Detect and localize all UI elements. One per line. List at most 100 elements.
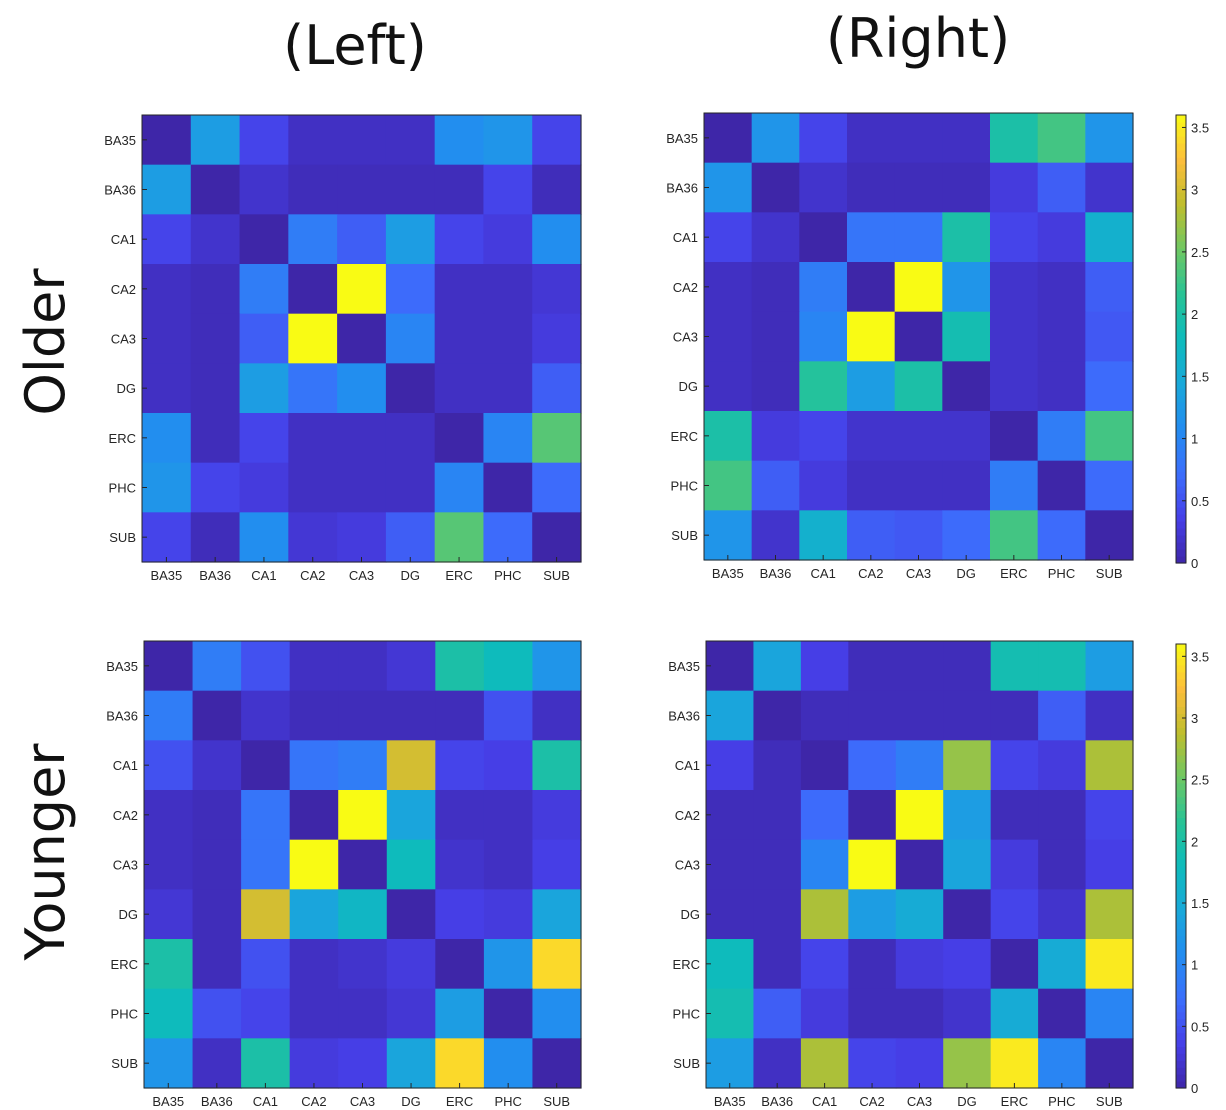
heatmap-cell [144, 1038, 194, 1089]
colorbar-tick-label: 0.5 [1191, 1019, 1209, 1034]
colorbar-segment [1176, 234, 1186, 242]
heatmap-cell [483, 413, 533, 464]
colorbar-segment [1176, 1025, 1186, 1034]
y-tick-label: SUB [671, 528, 698, 543]
heatmap-cell [288, 214, 338, 265]
heatmap-cell [847, 510, 896, 561]
colorbar-segment [1176, 318, 1186, 326]
heatmap-cell [241, 939, 291, 990]
y-tick-label: CA3 [675, 858, 700, 873]
colorbar-segment [1176, 935, 1186, 943]
colorbar-segment [1176, 907, 1186, 916]
heatmap-cell [239, 313, 289, 364]
heatmap-cell [1085, 212, 1134, 263]
colorbar-segment [1176, 796, 1186, 805]
colorbar-tick-label: 0 [1191, 556, 1198, 571]
heatmap-cell [990, 510, 1039, 561]
heatmap-cell [386, 988, 436, 1039]
heatmap-cell [483, 839, 534, 890]
x-tick-label: PHC [494, 568, 521, 583]
heatmap-cell [1085, 262, 1134, 313]
heatmap-cell [1038, 1038, 1087, 1089]
heatmap-cell [289, 790, 339, 841]
x-tick-label: SUB [1096, 1094, 1123, 1109]
colorbar-segment [1176, 283, 1186, 291]
heatmap-cell [942, 460, 991, 511]
heatmap-cell [142, 164, 192, 215]
heatmap-cell [704, 510, 753, 561]
heatmap-cell [990, 460, 1039, 511]
colorbar-segment [1176, 1004, 1186, 1013]
colorbar-segment [1176, 893, 1186, 902]
heatmap-cell [239, 164, 289, 215]
x-tick-label: PHC [1048, 1094, 1075, 1109]
heatmap-cell [895, 1038, 944, 1089]
colorbar-segment [1176, 845, 1186, 853]
heatmap-cell [943, 790, 992, 841]
heatmap-cell [894, 361, 943, 412]
colorbar-segment [1176, 115, 1186, 123]
heatmap-cell [895, 889, 944, 940]
heatmap-cell [142, 214, 192, 265]
heatmap-cell [799, 510, 848, 561]
heatmap-cell [706, 839, 755, 890]
heatmap-cell [434, 512, 485, 563]
heatmap-cell [1037, 411, 1086, 462]
heatmap-cell [337, 115, 387, 166]
colorbar-segment [1176, 437, 1186, 445]
heatmap-cell [289, 939, 339, 990]
heatmap-cell [799, 212, 848, 263]
row-title-older: Older [14, 268, 77, 416]
colorbar-segment [1176, 423, 1186, 431]
colorbar-tick-label: 0 [1191, 1081, 1198, 1096]
heatmap-cell [532, 313, 582, 364]
colorbar-segment [1176, 409, 1186, 417]
heatmap-cell [288, 512, 338, 563]
colorbar-segment [1176, 727, 1186, 735]
colorbar-segment [1176, 1046, 1186, 1054]
heatmap-cell [532, 988, 582, 1039]
colorbar-segment [1176, 990, 1186, 999]
heatmap-cell [894, 460, 943, 511]
colorbar-segment [1176, 831, 1186, 839]
heatmap-cell [942, 212, 991, 263]
y-tick-label: CA1 [675, 758, 700, 773]
colorbar-segment [1176, 444, 1186, 452]
heatmap-cell [241, 740, 291, 791]
heatmap-cell [847, 311, 896, 362]
colorbars: 0 0.5 1 1.5 2 2.5 3 3.5 0 0.5 1 1.5 2 2.5 3 3.5 [1175, 114, 1209, 1096]
x-tick-label: PHC [494, 1094, 521, 1109]
heatmap-cell [434, 164, 485, 215]
heatmap-cell [532, 363, 582, 414]
heatmap-cell [435, 790, 485, 841]
heatmap-cell [1085, 1038, 1134, 1089]
heatmap-cell [848, 1038, 897, 1089]
heatmap-cell [288, 164, 338, 215]
colorbar-segment [1176, 706, 1186, 714]
colorbar-segment [1176, 290, 1186, 298]
heatmap-cell [337, 363, 387, 414]
y-tick-label: BA36 [104, 183, 136, 198]
x-tick-label: CA3 [906, 566, 931, 581]
heatmap-cell [800, 790, 849, 841]
heatmap-cell [483, 164, 533, 215]
x-tick-label: CA3 [349, 568, 374, 583]
heatmap-cell [1085, 162, 1134, 213]
heatmap-cell [142, 264, 192, 315]
heatmap-cell [751, 460, 800, 511]
heatmap-cell [1038, 740, 1087, 791]
heatmap-cell [483, 264, 533, 315]
colorbar-segment [1176, 332, 1186, 340]
heatmap-cell [532, 690, 582, 741]
heatmap-cell [990, 361, 1039, 412]
heatmap-cell [190, 115, 241, 166]
colorbar-segment [1176, 699, 1186, 708]
heatmap-cell [483, 939, 534, 990]
colorbar-segment [1176, 824, 1186, 832]
colorbar-segment [1176, 122, 1186, 130]
heatmap-cell [337, 313, 387, 364]
colorbar-segment [1176, 741, 1186, 749]
colorbar-segment [1176, 685, 1186, 694]
x-tick-label: BA36 [760, 566, 792, 581]
heatmap-cell [1037, 460, 1086, 511]
